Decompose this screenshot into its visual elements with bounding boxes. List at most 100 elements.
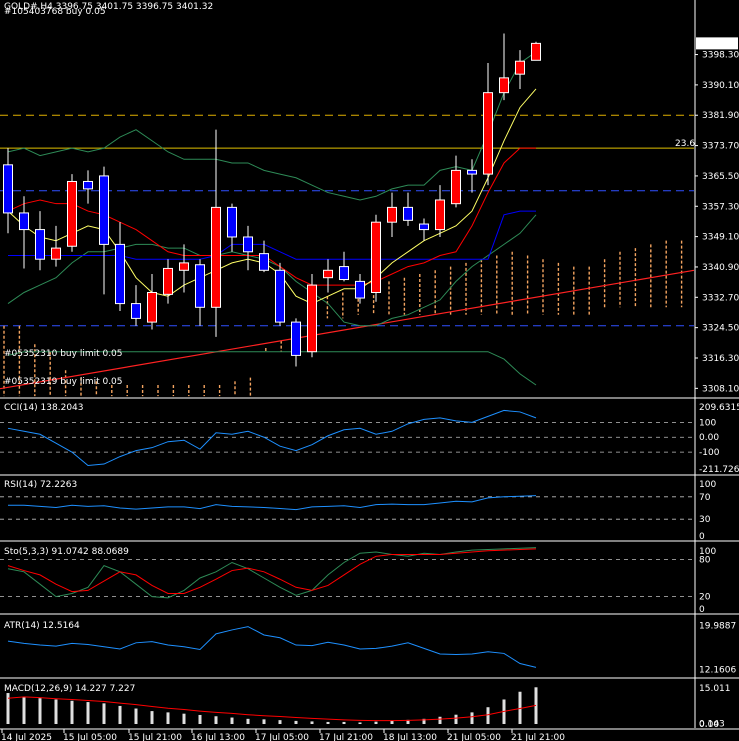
time-tick-label: 18 Jul 13:00: [383, 733, 437, 741]
bear-candle: [259, 253, 269, 271]
macd-bar: [518, 691, 522, 724]
bear-candle: [291, 321, 301, 356]
macd-bar: [470, 712, 474, 724]
macd-bar: [390, 720, 394, 724]
bear-candle: [19, 212, 29, 231]
order-label-top: #105403768 buy 0.05: [4, 7, 106, 17]
macd-bar: [358, 722, 362, 724]
indicator-axis-label: 0.143: [699, 720, 725, 730]
indicator-axis-label: 30: [699, 515, 711, 525]
indicator-title: ATR(14) 12.5164: [4, 621, 80, 631]
macd-bar: [54, 699, 58, 724]
time-tick-label: 21 Jul 21:00: [511, 733, 565, 741]
price-tick-label: 3381.90: [702, 111, 739, 121]
time-tick-label: 17 Jul 21:00: [319, 733, 373, 741]
price-tick-label: 3316.30: [702, 354, 739, 364]
chart-title: GOLD#,H4 3396.75 3401.75 3396.75 3401.32: [4, 2, 213, 12]
bear-candle: [99, 175, 109, 245]
macd-bar: [230, 717, 234, 724]
indicator-line: [8, 495, 537, 511]
macd-bar: [406, 719, 410, 724]
macd-bar: [374, 721, 378, 724]
macd-bar: [294, 720, 298, 724]
macd-bar: [438, 716, 442, 724]
bollinger-upper-band: [7, 51, 537, 201]
indicator-axis-label: 0.00: [699, 433, 719, 443]
bear-candle: [339, 266, 349, 281]
macd-bar: [70, 700, 74, 724]
stochastic-signal-line: [7, 548, 537, 594]
price-tick-label: 3332.70: [702, 293, 739, 303]
indicator-line: [7, 626, 537, 668]
bull-candle: [451, 169, 461, 205]
price-tick-label: 3324.50: [702, 324, 739, 334]
bull-candle: [67, 180, 77, 247]
price-tick-label: 3398.30: [702, 51, 739, 61]
bear-candle: [83, 180, 93, 190]
bull-candle: [51, 247, 61, 260]
macd-bar: [486, 707, 490, 724]
indicator-axis-label: 80: [699, 555, 711, 565]
current-price-label: 3401.32: [699, 39, 736, 49]
bear-candle: [35, 229, 45, 260]
price-tick-label: 3340.90: [702, 263, 739, 273]
bull-candle: [387, 206, 397, 223]
bull-candle: [515, 60, 525, 75]
indicator-axis-label: 0: [699, 605, 705, 615]
bear-candle: [467, 169, 477, 175]
bear-candle: [115, 243, 125, 305]
macd-bar: [182, 713, 186, 724]
stochastic-main-line: [7, 547, 537, 599]
bull-candle: [307, 284, 317, 353]
indicator-axis-label: 209.6315: [699, 403, 739, 413]
indicator-axis-label: 20: [699, 593, 711, 603]
macd-bar: [118, 705, 122, 724]
indicator-axis-label: 0: [699, 532, 705, 542]
current-price-box: [696, 37, 738, 50]
bear-candle: [195, 264, 205, 308]
time-tick-label: 21 Jul 05:00: [447, 733, 501, 741]
time-tick-label: 15 Jul 21:00: [128, 733, 182, 741]
price-tick-label: 3373.70: [702, 142, 739, 152]
price-tick-label: 3308.10: [702, 384, 739, 394]
macd-bar: [102, 703, 106, 724]
ma-slow-line: [7, 147, 536, 286]
time-axis: 14 Jul 2025 15 Jul 05:00 15 Jul 21:00 16 Ju…: [1, 729, 565, 741]
price-tick-label: 3390.10: [702, 81, 739, 91]
macd-bar: [6, 693, 10, 724]
macd-bar: [22, 696, 26, 724]
indicator-axis-label: 70: [699, 493, 711, 503]
indicator-axis-label: -100: [699, 448, 720, 458]
bear-candle: [419, 223, 429, 231]
bear-candle: [275, 269, 285, 323]
indicator-title: Sto(5,3,3) 91.0742 88.0689: [4, 547, 129, 557]
macd-bar: [214, 716, 218, 724]
macd-bar: [326, 721, 330, 724]
time-tick-label: 15 Jul 05:00: [63, 733, 117, 741]
order-label: #05352319 buy limit 0.05: [4, 377, 123, 387]
macd-bar: [150, 711, 154, 724]
macd-bar: [262, 719, 266, 724]
macd-bar: [454, 714, 458, 724]
indicator-title: RSI(14) 72.2263: [4, 480, 77, 490]
macd-bar: [198, 714, 202, 724]
indicator-axis-label: 15.011: [699, 684, 731, 694]
macd-bar: [86, 702, 90, 724]
indicator-axis-label: 100: [699, 418, 716, 428]
bollinger-mid-band: [7, 214, 537, 327]
indicator-axis-label: -211.7269: [699, 465, 739, 475]
bull-candle: [483, 92, 493, 175]
bull-candle: [531, 42, 541, 61]
macd-bar: [246, 718, 250, 724]
time-tick-label: 14 Jul 2025: [1, 733, 52, 741]
macd-bar: [342, 721, 346, 724]
bear-candle: [3, 164, 13, 214]
macd-signal-line: [7, 696, 537, 722]
macd-bar: [310, 721, 314, 724]
price-tick-label: 3365.50: [702, 172, 739, 182]
bull-candle: [179, 262, 189, 271]
price-panel[interactable]: 23.6 3398.30 3390.10 3381.90 3373.70 3365.50 3…: [0, 33, 739, 397]
bear-candle: [227, 206, 237, 238]
